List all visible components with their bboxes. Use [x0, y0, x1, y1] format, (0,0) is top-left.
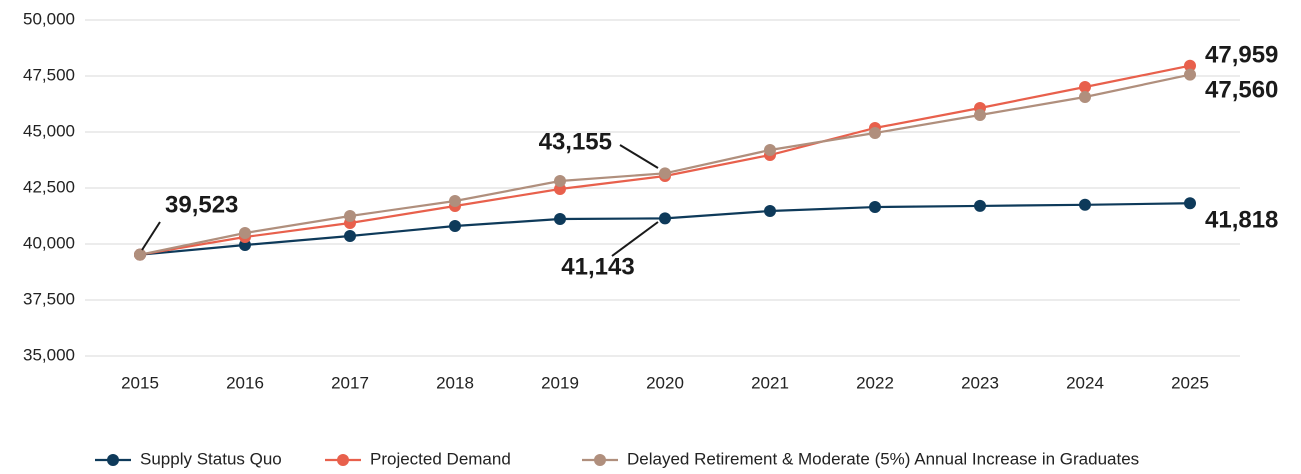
value-label: 47,560	[1205, 76, 1278, 103]
x-tick-label: 2024	[1066, 373, 1104, 392]
data-point	[1184, 197, 1196, 210]
x-tick-label: 2019	[541, 373, 579, 392]
y-tick-label: 37,500	[23, 289, 75, 308]
legend-label: Delayed Retirement & Moderate (5%) Annua…	[627, 449, 1139, 468]
data-point	[869, 201, 881, 214]
x-tick-label: 2022	[856, 373, 894, 392]
data-point	[764, 205, 776, 218]
x-tick-label: 2021	[751, 373, 789, 392]
data-point	[344, 210, 356, 222]
data-point	[554, 213, 566, 226]
series-line	[139, 73, 1191, 256]
x-tick-label: 2025	[1171, 373, 1209, 392]
data-point	[1079, 198, 1091, 211]
x-tick-label: 2015	[121, 373, 159, 392]
x-tick-label: 2018	[436, 373, 474, 392]
data-point	[1184, 59, 1196, 72]
leader-line	[619, 144, 659, 169]
data-point	[449, 219, 461, 232]
data-point	[1079, 90, 1091, 103]
data-point	[134, 248, 146, 261]
data-point	[1184, 68, 1196, 81]
legend-label: Projected Demand	[370, 449, 511, 468]
value-label: 43,155	[539, 128, 612, 155]
data-point	[974, 108, 986, 121]
data-point	[554, 174, 566, 187]
y-tick-label: 35,000	[23, 345, 75, 364]
value-label: 41,818	[1205, 206, 1278, 233]
data-point	[764, 144, 776, 157]
data-point	[659, 167, 671, 180]
legend-label: Supply Status Quo	[140, 449, 282, 468]
data-point	[974, 199, 986, 212]
legend-marker	[337, 454, 349, 466]
legend-marker	[107, 454, 119, 466]
y-tick-label: 42,500	[23, 177, 75, 196]
legend-marker	[594, 454, 606, 466]
value-label: 47,959	[1205, 41, 1278, 68]
data-point	[449, 194, 461, 207]
data-point	[344, 230, 356, 243]
leader-line	[141, 221, 161, 251]
data-point	[239, 227, 251, 240]
data-point	[1079, 80, 1091, 93]
y-tick-label: 47,500	[23, 65, 75, 84]
series-line	[139, 64, 1191, 256]
x-tick-label: 2023	[961, 373, 999, 392]
leader-line	[611, 221, 659, 257]
value-label: 39,523	[165, 191, 238, 218]
x-tick-label: 2017	[331, 373, 369, 392]
value-label: 41,143	[561, 253, 634, 280]
x-tick-label: 2020	[646, 373, 684, 392]
y-tick-label: 45,000	[23, 121, 75, 140]
x-tick-label: 2016	[226, 373, 264, 392]
data-point	[659, 212, 671, 225]
y-tick-label: 40,000	[23, 233, 75, 252]
y-tick-label: 50,000	[23, 9, 75, 28]
data-point	[869, 127, 881, 140]
